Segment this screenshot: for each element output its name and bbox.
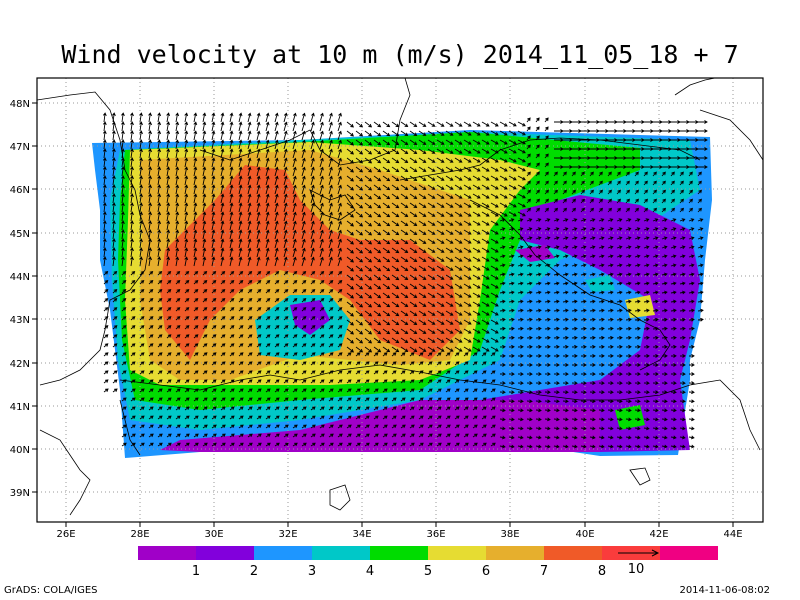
- colorbar-swatch: [138, 546, 196, 560]
- lat-tick-label: 47N: [10, 142, 30, 153]
- reference-vector: 10: [618, 549, 660, 577]
- colorbar-swatch: [196, 546, 254, 560]
- lat-tick-label: 48N: [10, 99, 30, 110]
- colorbar-swatch: [486, 546, 544, 560]
- lon-tick-label: 44E: [723, 529, 742, 540]
- lat-tick-label: 41N: [10, 402, 30, 413]
- wind-arrows: [102, 112, 708, 449]
- lat-tick-label: 39N: [10, 488, 30, 499]
- lon-tick-label: 38E: [500, 529, 519, 540]
- footer-credit: GrADS: COLA/IGES: [4, 585, 98, 596]
- lon-tick-label: 30E: [204, 529, 223, 540]
- colorbar-label: 7: [540, 564, 548, 579]
- footer-timestamp: 2014-11-06-08:02: [679, 585, 770, 596]
- lat-tick-label: 40N: [10, 445, 30, 456]
- lon-tick-label: 36E: [426, 529, 445, 540]
- colorbar: [138, 546, 718, 560]
- lat-tick-label: 43N: [10, 315, 30, 326]
- colorbar-swatch: [428, 546, 486, 560]
- colorbar-swatch: [370, 546, 428, 560]
- colorbar-label: 3: [308, 564, 316, 579]
- colorbar-label: 8: [598, 564, 606, 579]
- lon-tick-label: 32E: [278, 529, 297, 540]
- map-title: Wind velocity at 10 m (m/s) 2014_11_05_1…: [61, 40, 739, 69]
- colorbar-label: 1: [192, 564, 200, 579]
- axis-ticks: [32, 102, 734, 527]
- colorbar-labels: 1 2 3 4 5 6 7 8: [192, 564, 606, 579]
- colorbar-label: 5: [424, 564, 432, 579]
- lat-tick-label: 44N: [10, 272, 30, 283]
- coastlines: [37, 78, 763, 516]
- colorbar-swatch: [312, 546, 370, 560]
- colorbar-swatch: [660, 546, 718, 560]
- reference-vector-label: 10: [628, 562, 645, 577]
- lat-tick-label: 46N: [10, 185, 30, 196]
- wind-vector-field: [102, 112, 708, 449]
- graticule: [37, 78, 763, 522]
- lon-tick-label: 40E: [575, 529, 594, 540]
- lon-tick-label: 28E: [130, 529, 149, 540]
- lon-tick-labels: 26E 28E 30E 32E 34E 36E 38E 40E 42E 44E: [56, 529, 742, 540]
- lat-tick-label: 45N: [10, 229, 30, 240]
- colorbar-label: 4: [366, 564, 374, 579]
- colorbar-label: 6: [482, 564, 490, 579]
- colorbar-label: 2: [250, 564, 258, 579]
- lon-tick-label: 34E: [352, 529, 371, 540]
- lon-tick-label: 26E: [56, 529, 75, 540]
- plot-frame: [36, 77, 764, 523]
- colorbar-swatch: [544, 546, 602, 560]
- colorbar-swatch: [254, 546, 312, 560]
- lat-tick-label: 42N: [10, 359, 30, 370]
- lat-tick-labels: 48N 47N 46N 45N 44N 43N 42N 41N 40N 39N: [10, 99, 30, 499]
- lon-tick-label: 42E: [649, 529, 668, 540]
